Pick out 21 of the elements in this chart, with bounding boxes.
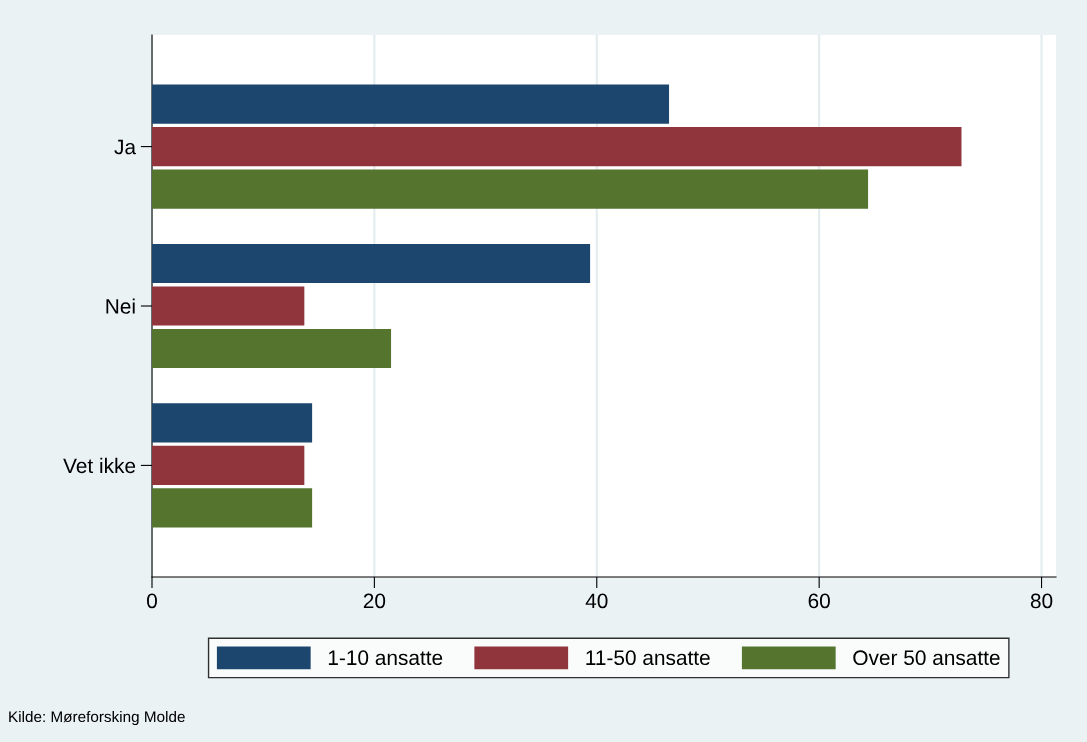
y-tick-label: Nei <box>106 298 135 314</box>
bar <box>152 84 670 124</box>
legend-label: 11-50 ansatte <box>586 650 710 666</box>
bar <box>152 169 869 209</box>
legend-label: Over 50 ansatte <box>853 650 1000 666</box>
bar <box>152 286 305 326</box>
y-tick-label: Vet ikke <box>63 457 136 474</box>
bar <box>152 445 305 485</box>
x-tick-label: 0 <box>147 593 157 609</box>
bar <box>152 488 313 528</box>
bar <box>152 127 962 167</box>
text: Kilde: Møreforsking Molde <box>9 710 185 726</box>
x-tick-label: 40 <box>585 593 608 609</box>
bar <box>152 403 313 443</box>
x-tick-label: 80 <box>1030 593 1053 609</box>
bar <box>152 328 392 369</box>
x-tick-label: 60 <box>808 593 830 609</box>
legend-label: 1-10 ansatte <box>328 650 443 666</box>
y-tick-label: Ja <box>114 139 137 155</box>
bar <box>152 243 591 284</box>
x-tick-label: 20 <box>363 593 386 609</box>
